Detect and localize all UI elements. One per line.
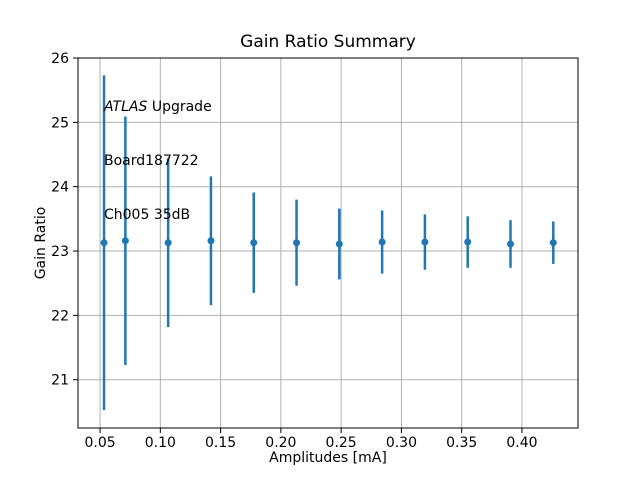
data-point <box>335 240 343 248</box>
axes-spines <box>77 57 579 429</box>
annotation-line-channel: Ch005 35dB <box>104 207 191 223</box>
x-tick-label: 0.10 <box>145 435 176 451</box>
data-point <box>421 238 429 246</box>
x-tick-label: 0.40 <box>506 435 537 451</box>
y-axis-label: Gain Ratio <box>33 206 49 280</box>
y-tick-label: 26 <box>51 51 69 67</box>
data-point <box>164 239 172 247</box>
data-point <box>121 237 129 245</box>
x-tick-label: 0.30 <box>386 435 417 451</box>
annotation: ATLAS Upgrade Board187722 Ch005 35dB <box>104 62 212 260</box>
y-tick-label: 25 <box>51 115 69 131</box>
data-point <box>507 240 514 248</box>
data-point <box>207 237 215 245</box>
x-tick-label: 0.05 <box>84 435 115 451</box>
data-point <box>293 239 301 247</box>
x-axis-label: Amplitudes [mA] <box>269 450 387 466</box>
data-point <box>549 239 557 247</box>
y-tick-label: 24 <box>51 180 69 196</box>
data-point <box>464 238 472 246</box>
x-tick-label: 0.15 <box>205 435 236 451</box>
x-tick-label: 0.20 <box>265 435 296 451</box>
annotation-experiment-name: ATLAS <box>104 99 148 115</box>
data-point <box>100 239 108 247</box>
x-tick-label: 0.35 <box>446 435 477 451</box>
y-tick-label: 21 <box>51 373 69 389</box>
y-tick-label: 23 <box>51 244 69 260</box>
annotation-line-experiment: ATLAS Upgrade <box>104 98 212 116</box>
data-point <box>250 239 258 247</box>
chart-title: Gain Ratio Summary <box>240 32 416 52</box>
data-point <box>378 238 386 246</box>
x-tick-label: 0.25 <box>326 435 357 451</box>
y-tick-label: 22 <box>51 308 69 324</box>
annotation-line-board: Board187722 <box>104 153 199 169</box>
annotation-experiment-rest: Upgrade <box>147 99 212 115</box>
